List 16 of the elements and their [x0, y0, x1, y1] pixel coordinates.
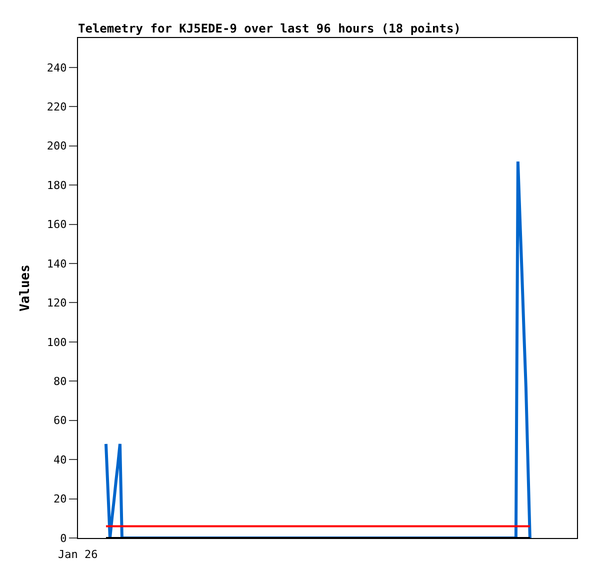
- y-tick-label: 180: [46, 178, 67, 192]
- y-tick-label: 0: [60, 532, 67, 545]
- y-tick-label: 160: [46, 218, 67, 232]
- y-tick-label: 80: [54, 374, 67, 388]
- y-tick-label: 40: [54, 453, 67, 466]
- text: Jan 26: [58, 548, 98, 561]
- y-tick-label: 240: [46, 61, 67, 74]
- y-tick-label: 100: [46, 336, 67, 349]
- y-tick-label: 140: [46, 257, 67, 270]
- y-tick-label: 120: [46, 296, 67, 310]
- y-axis-title: Values: [18, 264, 33, 312]
- chart-title: Telemetry for KJ5EDE-9 over last 96 hours (18 points): [78, 21, 461, 36]
- y-tick-label: 220: [46, 100, 67, 114]
- y-tick-label: 20: [54, 492, 67, 506]
- y-tick-label: 60: [54, 414, 67, 428]
- y-tick-label: 200: [46, 140, 67, 153]
